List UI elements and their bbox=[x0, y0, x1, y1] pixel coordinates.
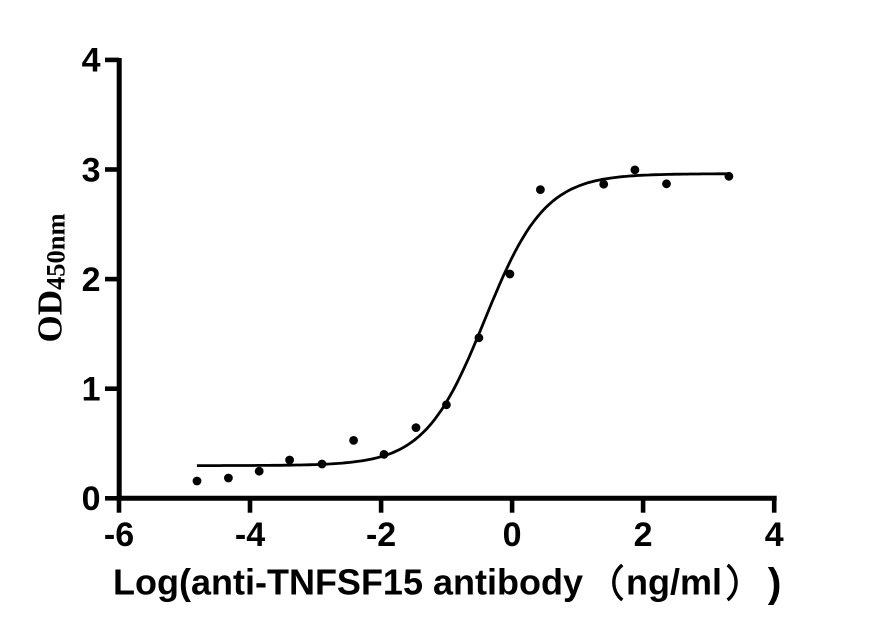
svg-text:1: 1 bbox=[82, 371, 101, 409]
svg-text:3: 3 bbox=[82, 151, 101, 189]
svg-text:2: 2 bbox=[82, 261, 101, 299]
svg-text:ng/ml: ng/ml bbox=[626, 562, 722, 603]
svg-text:4: 4 bbox=[82, 42, 101, 80]
svg-text:4: 4 bbox=[765, 516, 784, 554]
svg-text:Log(anti-TNFSF15 antibody: Log(anti-TNFSF15 antibody bbox=[113, 562, 583, 603]
svg-text:-6: -6 bbox=[104, 516, 134, 554]
svg-text:): ) bbox=[768, 560, 782, 606]
svg-text:-2: -2 bbox=[366, 516, 396, 554]
svg-text:-4: -4 bbox=[235, 516, 265, 554]
svg-text:2: 2 bbox=[634, 516, 653, 554]
svg-text:0: 0 bbox=[82, 480, 101, 518]
svg-text:0: 0 bbox=[503, 516, 522, 554]
